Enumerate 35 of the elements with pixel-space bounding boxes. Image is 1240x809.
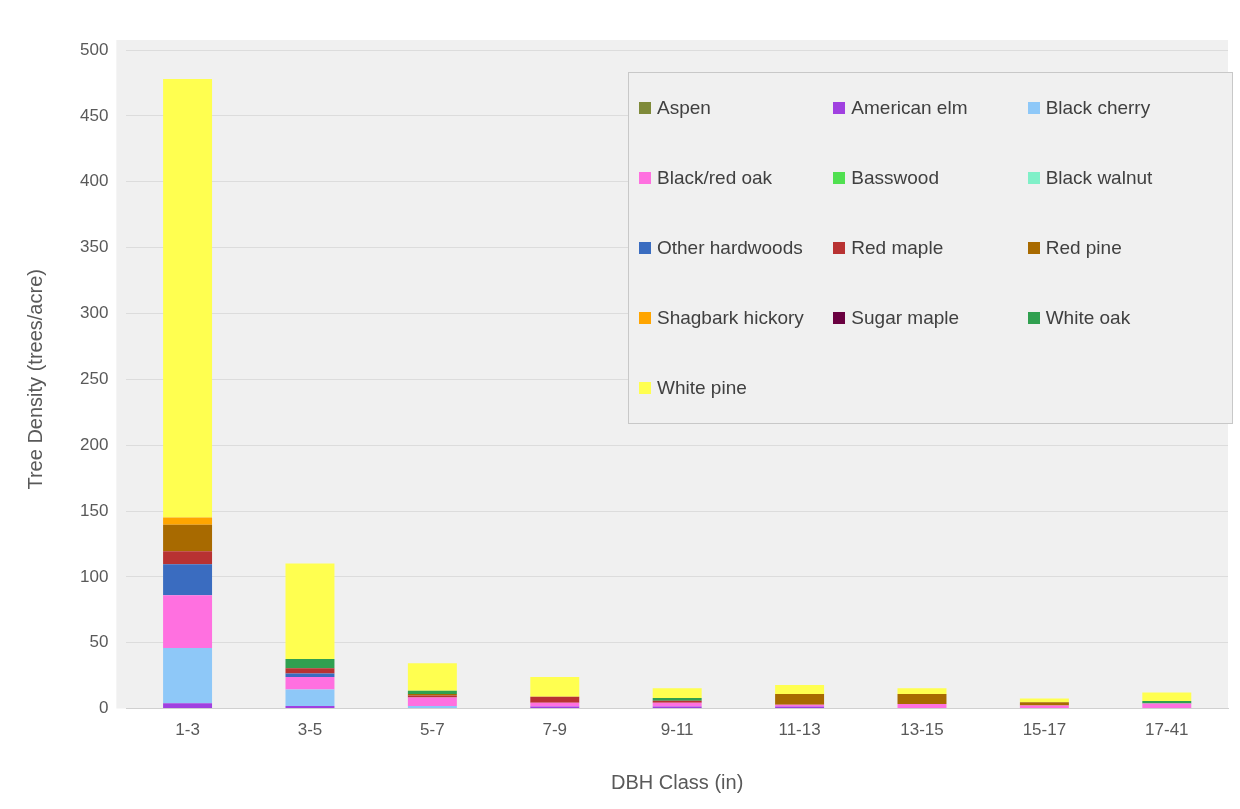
y-tick-label: 0 <box>98 698 109 718</box>
legend-label: Basswood <box>851 167 939 189</box>
legend-label: Other hardwoods <box>657 237 803 259</box>
x-tick-label: 17-41 <box>1145 720 1189 740</box>
y-tick-label: 500 <box>79 39 109 59</box>
y-tick-label: 350 <box>79 237 109 257</box>
x-tick-label: 9-11 <box>660 720 694 740</box>
legend-label: White oak <box>1045 307 1131 329</box>
x-axis-title: DBH Class (in) <box>611 770 744 793</box>
x-tick-label: 11-13 <box>778 720 821 740</box>
x-tick-label: 15-17 <box>1022 720 1067 740</box>
y-tick-label: 250 <box>79 368 109 388</box>
x-tick-label: 3-5 <box>297 720 323 740</box>
legend-label: Red maple <box>851 237 944 259</box>
y-tick-label: 150 <box>79 500 109 520</box>
y-axis-title: Tree Density (trees/acre) <box>23 269 46 490</box>
x-tick-label: 13-15 <box>900 720 944 740</box>
y-tick-label: 50 <box>89 632 109 652</box>
legend-label: White pine <box>657 377 747 399</box>
x-tick-label: 7-9 <box>542 720 568 740</box>
legend-label: Black/red oak <box>657 167 773 189</box>
x-tick-label: 1-3 <box>175 720 200 740</box>
legend-label: Black walnut <box>1045 167 1153 189</box>
legend-label: American elm <box>851 97 968 119</box>
y-tick-label: 300 <box>79 303 109 323</box>
y-tick-label: 200 <box>79 434 109 454</box>
y-tick-label: 450 <box>79 105 109 125</box>
legend-label: Red pine <box>1045 237 1122 259</box>
legend-label: Sugar maple <box>851 307 960 329</box>
y-tick-label: 400 <box>79 171 109 191</box>
legend-label: Black cherry <box>1045 97 1151 119</box>
y-tick-label: 100 <box>79 566 109 586</box>
legend-label: Aspen <box>657 97 711 119</box>
legend-label: Shagbark hickory <box>657 307 804 329</box>
x-tick-label: 5-7 <box>420 720 445 740</box>
